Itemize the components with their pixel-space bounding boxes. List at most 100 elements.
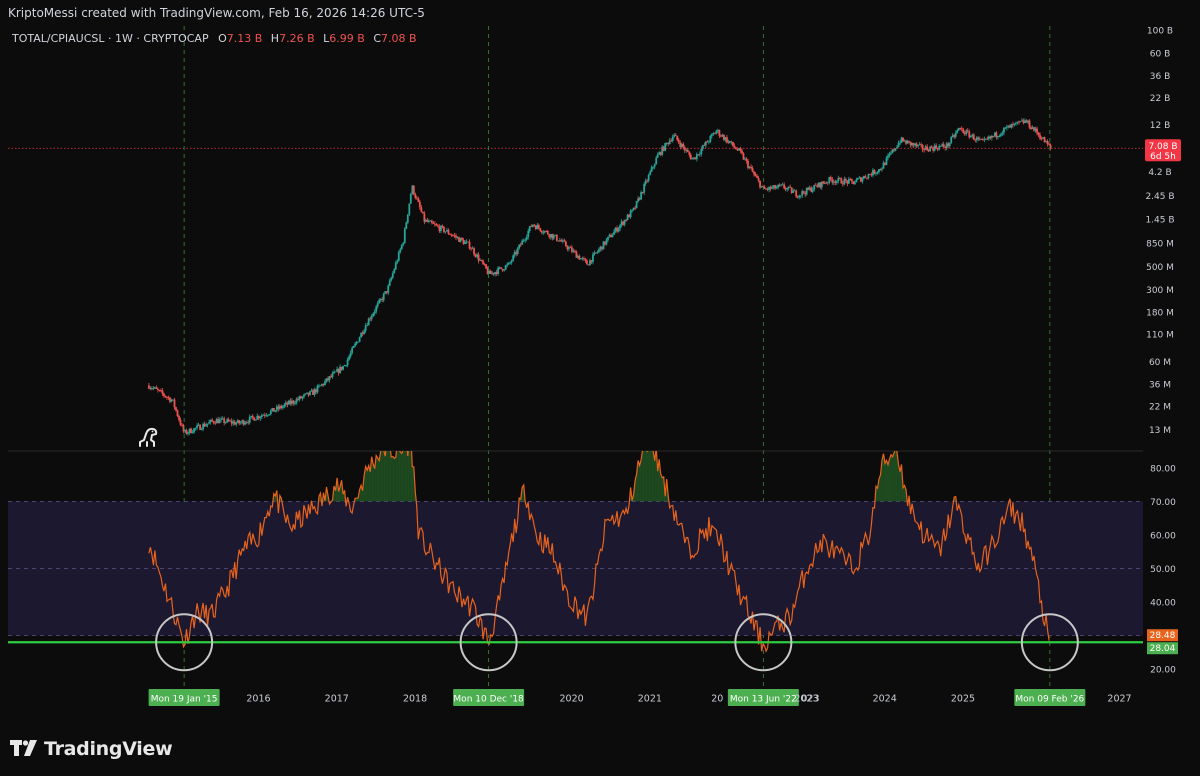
candle-body	[992, 135, 995, 137]
candle-body	[501, 268, 504, 271]
candle-body	[1036, 128, 1038, 133]
chart-canvas[interactable]: 100 B 60 B 36 B 22 B 12 B 4.2 B 2.45 B 1.45 B 85…	[0, 26, 1200, 726]
candle-body	[281, 406, 284, 408]
candle-body	[873, 169, 876, 174]
candle-body	[196, 425, 198, 428]
rsi-overbought-fill	[367, 465, 369, 502]
candle-body	[927, 150, 930, 152]
candle-body	[263, 414, 266, 416]
candle-body	[826, 182, 829, 184]
candle-body	[1007, 125, 1010, 127]
candle-body	[581, 258, 584, 259]
candle-body	[522, 240, 525, 242]
marker-date-label[interactable]	[727, 689, 799, 706]
candle-body	[236, 420, 239, 423]
candle-body	[310, 390, 313, 392]
marker-circle	[1020, 613, 1079, 672]
candle-body	[309, 391, 311, 396]
candle-body	[864, 176, 867, 178]
candle-body	[421, 211, 424, 214]
rsi-line[interactable]	[148, 426, 1050, 653]
candle-body	[388, 280, 391, 286]
candle-body	[548, 234, 551, 238]
candle-body	[361, 332, 364, 334]
candle-body	[686, 149, 689, 152]
candle-body	[506, 264, 509, 266]
candle-body	[458, 237, 460, 242]
marker-date-label[interactable]	[148, 689, 220, 706]
candle-body	[616, 227, 618, 232]
candle-body	[974, 139, 977, 141]
candle-body	[790, 187, 793, 193]
candle-body	[730, 141, 733, 143]
marker-date-label[interactable]	[1014, 689, 1086, 706]
marker-date-label[interactable]	[453, 689, 525, 706]
candle-body	[885, 157, 888, 165]
candle-body	[1009, 125, 1011, 128]
candle-body	[1024, 120, 1026, 123]
candle-body	[516, 248, 519, 254]
candle-body	[626, 214, 629, 221]
candle-body	[297, 399, 299, 400]
candle-body	[537, 224, 540, 229]
candle-body	[1037, 132, 1040, 135]
candle-body	[978, 138, 981, 140]
candle-body	[205, 424, 207, 427]
candle-body	[887, 155, 889, 158]
candle-body	[866, 177, 868, 179]
candle-body	[406, 214, 409, 223]
candle-body	[491, 272, 494, 274]
candle-body	[765, 188, 767, 190]
candle-body	[441, 225, 444, 227]
candle-body	[173, 399, 176, 408]
candle-body	[735, 147, 737, 150]
candle-body	[564, 241, 567, 247]
candle-body	[318, 385, 320, 387]
candle-body	[163, 393, 165, 396]
candle-body	[453, 235, 456, 237]
candle-body	[381, 299, 384, 301]
candle-body	[280, 405, 283, 408]
rsi-last-value: 28.48	[1150, 631, 1176, 641]
candle-body	[704, 141, 707, 146]
candle-body	[352, 346, 355, 349]
candle-body	[218, 419, 221, 424]
legend-symbol: TOTAL/CPIAUCSL · 1W · CRYPTOCAP	[11, 32, 209, 45]
candle-body	[995, 132, 998, 138]
candle-body	[217, 419, 220, 424]
candle-body	[379, 299, 382, 300]
candle-body	[245, 422, 248, 423]
last-price-label[interactable]	[1145, 139, 1181, 162]
candle-body	[394, 262, 397, 270]
candle-body	[343, 365, 346, 367]
candle-body	[823, 183, 826, 184]
candle-body	[1040, 138, 1043, 140]
candle-body	[744, 158, 746, 160]
candle-body	[607, 236, 609, 240]
candle-body	[432, 222, 435, 224]
candle-body	[545, 230, 548, 232]
candle-body	[756, 175, 758, 178]
candle-body	[1028, 120, 1031, 128]
rsi-overbought-fill	[370, 456, 372, 502]
rsi-overbought-fill	[645, 451, 648, 502]
candle-body	[363, 330, 366, 334]
candle-body	[817, 182, 820, 187]
candle-body	[456, 237, 459, 239]
candle-body	[855, 179, 858, 183]
candle-body	[959, 128, 962, 129]
price-axis-tick: 22 M	[1149, 403, 1171, 413]
candle-body	[312, 390, 314, 395]
candle-body	[346, 359, 349, 366]
candle-body	[573, 250, 576, 252]
candle-body	[771, 187, 773, 189]
price-axis-tick: 850 M	[1146, 239, 1174, 249]
candle-body	[918, 144, 921, 146]
candle-body	[384, 291, 387, 294]
candle-body	[369, 318, 372, 320]
candle-body	[837, 177, 840, 181]
time-axis[interactable]: Mon 19 Jan '15 Mon 10 Dec '18 Mon 13 Jun '…	[148, 689, 1132, 706]
candle-body	[450, 234, 453, 236]
time-axis-tick: 2018	[403, 694, 427, 705]
rsi-pane[interactable]: 80.0070.0060.0050.0040.0030.0020.0028.48…	[8, 425, 1178, 676]
